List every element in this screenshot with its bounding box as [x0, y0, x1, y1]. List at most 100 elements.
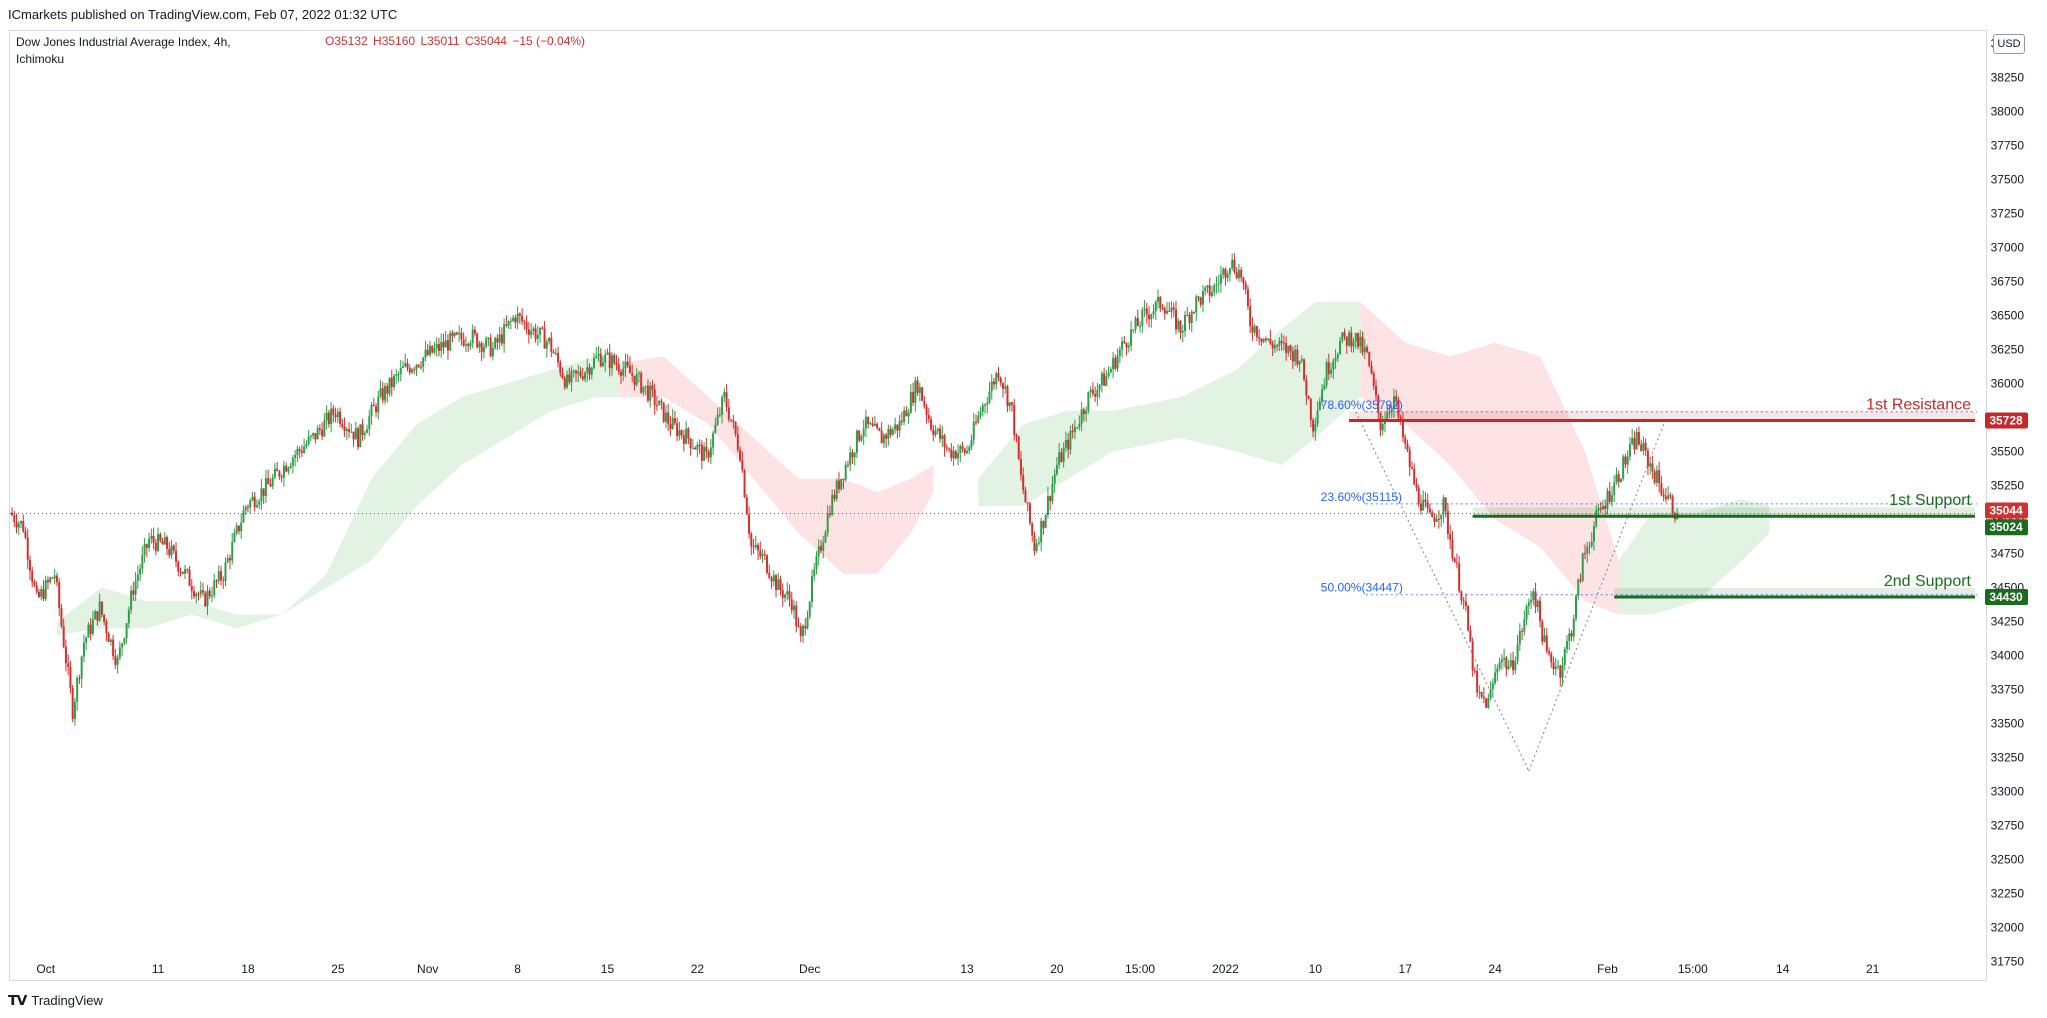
candle-body [175, 550, 178, 562]
candle-body [424, 349, 427, 358]
publisher-line: ICmarkets published on TradingView.com, … [8, 7, 398, 22]
candle-body [649, 385, 652, 401]
candle-body [1348, 332, 1351, 346]
open-value: O35132 [325, 34, 368, 48]
candle-body [64, 646, 67, 664]
candles [11, 253, 1679, 726]
candle-body [426, 349, 429, 355]
candle-body [518, 313, 521, 316]
candle-body [1655, 470, 1658, 483]
candle-body [1422, 499, 1425, 511]
price-badge [1985, 519, 2028, 536]
candle-body [797, 626, 800, 628]
candle-body [1658, 470, 1661, 484]
candle-body [375, 406, 378, 413]
candle-body [235, 525, 238, 533]
candle-body [563, 377, 566, 388]
candle-body [894, 424, 897, 430]
currency-button[interactable]: USD [1993, 34, 2025, 54]
candle-body [1071, 430, 1074, 433]
level-zone [1472, 507, 1975, 517]
candle-body [132, 590, 135, 595]
candle-body [1604, 505, 1607, 509]
candle-body [1107, 372, 1110, 377]
candle-body [941, 435, 944, 440]
footer-branding[interactable]: 𝗧𝗩 TradingView [8, 992, 103, 1009]
candle-body [835, 480, 838, 499]
candle-body [1527, 602, 1530, 607]
candle-body [280, 476, 283, 478]
candle-body [584, 372, 587, 380]
candle-body [1354, 332, 1357, 342]
candle-body [916, 380, 919, 393]
candle-body [244, 506, 247, 511]
candle-body [1258, 337, 1261, 339]
candle-body [1404, 437, 1407, 444]
candle-body [898, 420, 901, 431]
candle-body [444, 340, 447, 348]
price-tick-label: 37500 [1991, 173, 2025, 187]
candle-body [1067, 439, 1070, 450]
candle-body [1455, 562, 1458, 564]
candle-body [1163, 308, 1166, 314]
price-tick-label: 32000 [1991, 920, 2025, 934]
candle-body [449, 332, 452, 351]
candle-body [166, 537, 169, 549]
candle-body [1478, 692, 1481, 694]
candle-body [1125, 343, 1128, 348]
candle-body [460, 332, 463, 340]
candle-body [687, 428, 690, 439]
candle-body [1530, 599, 1533, 603]
candle-body [885, 434, 888, 439]
price-tick-label: 36250 [1991, 343, 2025, 357]
candle-body [1660, 483, 1663, 495]
candle-body [696, 444, 699, 450]
candle-body [1554, 666, 1557, 670]
candle-body [354, 428, 357, 440]
candle-body [984, 404, 987, 406]
candle-body [397, 374, 400, 376]
candle-body [485, 338, 488, 347]
candle-body [907, 412, 910, 417]
candle-body [1049, 496, 1052, 501]
candle-body [1521, 630, 1524, 632]
candle-body [788, 591, 791, 600]
candle-body [932, 429, 935, 436]
candle-body [1653, 471, 1656, 483]
candle-body [678, 430, 681, 437]
candle-body [114, 656, 117, 665]
candle-body [267, 478, 270, 485]
candle-body [1566, 641, 1569, 650]
candle-body [1184, 315, 1186, 331]
candle-body [1419, 503, 1422, 511]
candle-body [1289, 345, 1292, 352]
candle-body [1487, 698, 1490, 708]
candle-body [69, 666, 72, 689]
candle-body [644, 385, 647, 387]
candle-body [846, 464, 849, 466]
candle-body [1464, 601, 1467, 606]
time-tick-label: 20 [1050, 962, 1064, 976]
candle-body [431, 345, 434, 353]
candle-body [1359, 336, 1362, 347]
candle-body [193, 591, 196, 597]
candle-body [1590, 541, 1593, 547]
candle-body [1505, 657, 1508, 670]
candle-body [482, 346, 485, 353]
high-value: H35160 [373, 34, 416, 48]
candle-body [610, 355, 613, 369]
candle-body [500, 334, 503, 344]
fib-level-label: 23.60%(35115) [1321, 490, 1402, 504]
candle-body [1116, 355, 1119, 369]
candle-body [754, 544, 757, 548]
candle-body [824, 532, 827, 543]
candle-body [1543, 635, 1546, 642]
candle-body [819, 546, 822, 551]
candle-body [604, 354, 607, 363]
candle-body [157, 533, 160, 551]
candle-body [172, 545, 175, 551]
candle-body [1255, 326, 1258, 338]
candle-body [309, 435, 312, 437]
candle-body [712, 432, 715, 448]
